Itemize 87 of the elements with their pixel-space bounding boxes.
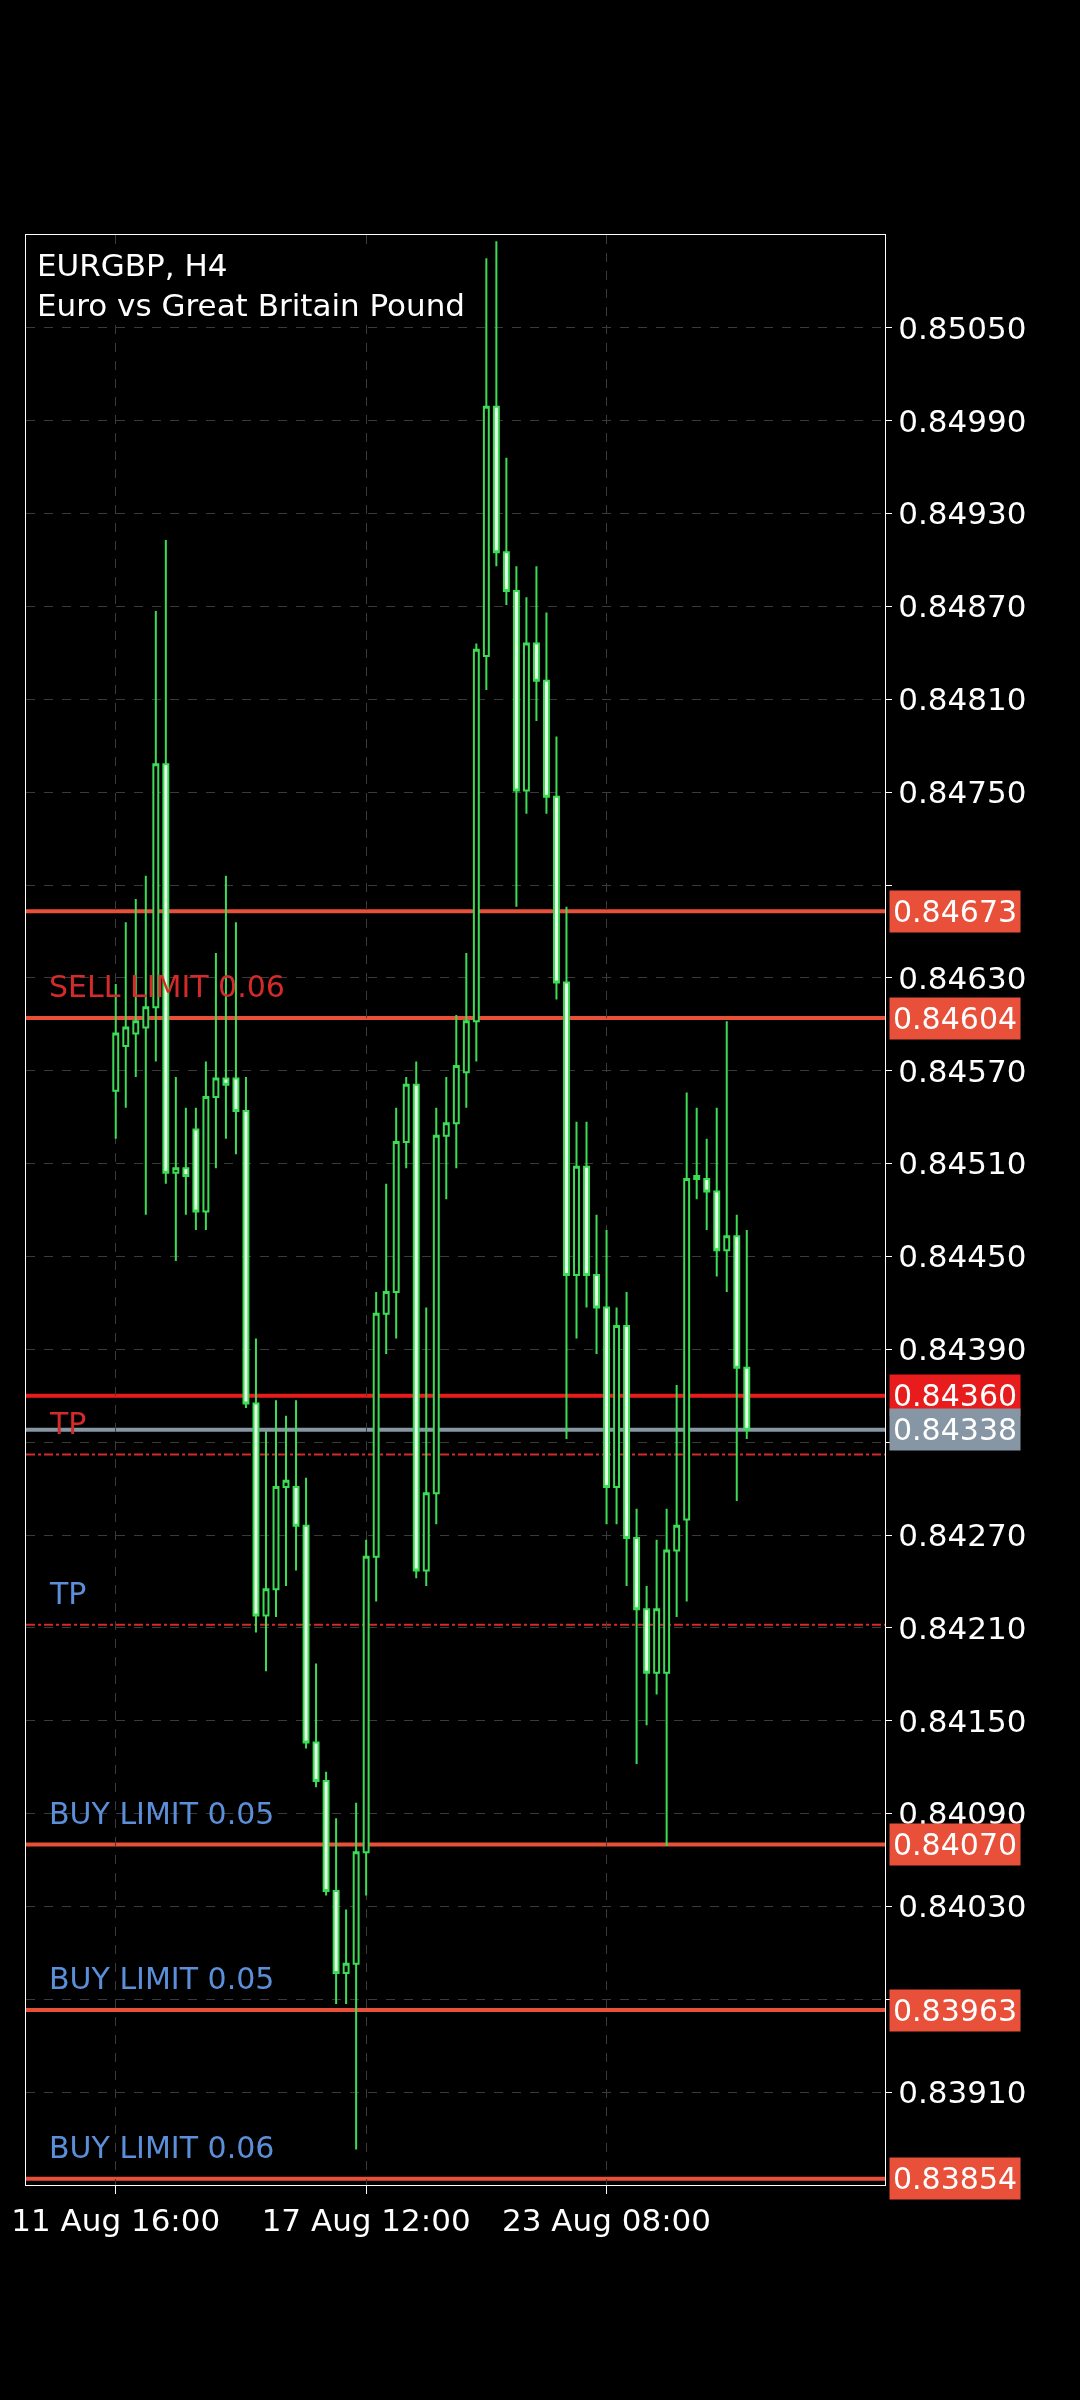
x-tick-label: 23 Aug 08:00 — [502, 2202, 712, 2239]
y-tick-label: 0.84030 — [898, 1888, 1027, 1925]
candlestick — [392, 1106, 400, 1340]
candlestick — [412, 1060, 420, 1580]
candlestick — [262, 1430, 270, 1673]
candlestick — [492, 240, 500, 568]
candlestick — [372, 1291, 380, 1603]
candlestick — [502, 456, 510, 606]
ref-line-label: 0.84360 — [893, 1378, 1018, 1413]
candlestick — [432, 1106, 440, 1526]
candlestick — [292, 1399, 300, 1572]
candlestick — [482, 257, 490, 691]
candlestick — [282, 1414, 290, 1588]
candlestick — [603, 1229, 610, 1526]
candlestick — [573, 1120, 580, 1340]
y-tick-label: 0.84390 — [898, 1331, 1027, 1368]
candlestick — [312, 1662, 320, 1789]
candlestick — [693, 1106, 701, 1201]
candlestick — [342, 1908, 350, 2005]
candlestick — [743, 1229, 751, 1441]
candlestick — [643, 1585, 651, 1727]
x-tick-label: 11 Aug 16:00 — [11, 2202, 221, 2239]
candlestick — [362, 1538, 370, 1897]
x-tick-label: 17 Aug 12:00 — [261, 2202, 471, 2239]
candlestick — [593, 1213, 600, 1355]
candlestick — [633, 1507, 641, 1766]
ref-line-label: 0.84673 — [893, 894, 1018, 929]
candlestick — [623, 1291, 631, 1588]
candlestick — [212, 952, 220, 1170]
candlestick — [542, 611, 550, 815]
candlestick — [402, 1075, 410, 1170]
ref-line-label: 0.83854 — [893, 2161, 1018, 2196]
annotation: BUY LIMIT 0.06 — [49, 2130, 275, 2165]
ref-line-label: 0.84604 — [893, 1001, 1018, 1036]
y-tick-label: 0.84630 — [898, 959, 1027, 996]
ref-line-label: 0.83963 — [893, 1993, 1018, 2028]
y-tick-label: 0.84930 — [898, 495, 1027, 532]
candlestick — [723, 1020, 731, 1294]
candlestick — [663, 1507, 671, 1848]
y-tick-label: 0.84750 — [898, 773, 1027, 810]
candlestick — [522, 596, 530, 815]
candlestick — [202, 1060, 210, 1232]
y-tick-label: 0.84210 — [898, 1609, 1027, 1646]
candlestick — [553, 735, 560, 1001]
candlestick — [352, 1801, 360, 2151]
candlestick — [472, 642, 480, 1063]
candlestick — [172, 1075, 180, 1263]
candlestick — [673, 1383, 681, 1619]
annotation: BUY LIMIT 0.05 — [49, 1961, 275, 1996]
y-tick-label: 0.84150 — [898, 1702, 1027, 1739]
ref-line-label: 0.84338 — [893, 1412, 1018, 1447]
candlestick — [322, 1770, 330, 1897]
y-tick-label: 0.84990 — [898, 402, 1027, 439]
candlestick — [452, 1014, 460, 1170]
y-tick-label: 0.84870 — [898, 588, 1027, 625]
y-tick-label: 0.85050 — [898, 309, 1027, 346]
candlestick — [252, 1337, 260, 1634]
candlestick — [462, 952, 470, 1109]
chart-title: EURGBP, H4 — [37, 247, 228, 283]
y-tick-label: 0.84570 — [898, 1052, 1027, 1089]
candlestick — [332, 1817, 340, 2005]
candlestick — [422, 1306, 430, 1588]
y-tick-label: 0.84510 — [898, 1145, 1027, 1182]
annotation: BUY LIMIT 0.05 — [49, 1796, 275, 1831]
candlestick — [713, 1106, 721, 1278]
candlestick — [613, 1306, 621, 1526]
candlestick — [703, 1137, 711, 1232]
candlestick — [563, 905, 570, 1441]
candlestick — [302, 1476, 310, 1750]
text: Euro vs Great Britain Pound — [37, 287, 466, 324]
y-tick-label: 0.83910 — [898, 2073, 1027, 2110]
candlestick — [532, 565, 540, 722]
annotation: TP — [49, 1576, 87, 1611]
y-tick-label: 0.84270 — [898, 1516, 1027, 1553]
y-tick-label: 0.84450 — [898, 1238, 1027, 1275]
y-tick-label: 0.84810 — [898, 681, 1027, 718]
candlestick — [122, 921, 130, 1109]
candlestick — [512, 565, 520, 908]
candlestick — [583, 1120, 590, 1309]
candlestick — [272, 1399, 280, 1619]
candlestick — [182, 1106, 190, 1216]
candlestick — [683, 1091, 691, 1603]
candlestick — [653, 1538, 661, 1696]
candlestick — [442, 1075, 450, 1201]
candlestick — [382, 1182, 390, 1355]
candlestick — [192, 1106, 200, 1232]
candlestick — [733, 1213, 741, 1502]
